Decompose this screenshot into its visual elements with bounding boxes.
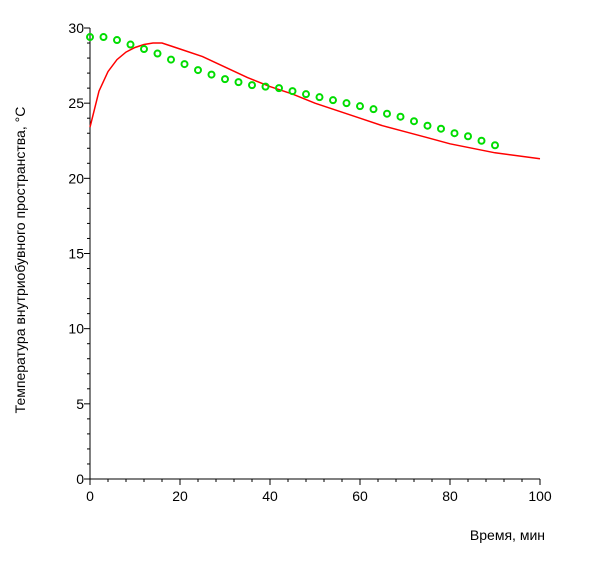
- y-tick-label: 25: [68, 95, 84, 111]
- y-tick-label: 10: [68, 321, 84, 337]
- x-tick-label: 80: [442, 488, 458, 504]
- series-layer: [86, 33, 541, 160]
- series-point-1: [261, 82, 270, 91]
- series-point-1: [491, 141, 499, 150]
- y-tick-label: 0: [76, 471, 84, 487]
- series-point-1: [356, 102, 364, 111]
- series-point-1: [329, 96, 337, 105]
- y-tick-label: 5: [76, 396, 84, 412]
- series-point-1: [194, 66, 202, 75]
- series-point-1: [342, 99, 351, 108]
- series-point-1: [140, 45, 148, 54]
- series-point-1: [288, 87, 297, 96]
- series-line-0: [89, 42, 541, 160]
- series-point-1: [396, 112, 405, 121]
- y-axis-title: Температура внутриобувного пространства,…: [12, 107, 28, 414]
- x-tick-label: 40: [262, 488, 278, 504]
- series-point-1: [153, 49, 162, 58]
- x-tick-label: 0: [86, 488, 94, 504]
- y-tick-label: 30: [68, 20, 84, 36]
- series-point-1: [113, 36, 121, 45]
- series-point-1: [315, 93, 324, 102]
- x-tick-label: 60: [352, 488, 368, 504]
- series-point-1: [234, 78, 243, 87]
- axes: 0 5 10 15 20 25 30 0 20 40 60 80 100: [68, 20, 551, 504]
- series-point-1: [167, 55, 175, 64]
- series-point-1: [437, 124, 445, 133]
- series-point-1: [126, 40, 135, 49]
- series-point-1: [86, 33, 94, 42]
- series-point-1: [383, 109, 391, 118]
- series-point-1: [464, 132, 472, 141]
- x-tick-label: 20: [172, 488, 188, 504]
- series-point-1: [248, 81, 256, 90]
- series-point-1: [477, 136, 486, 145]
- y-tick-label: 20: [68, 170, 84, 186]
- series-point-1: [410, 117, 418, 126]
- series-point-1: [275, 84, 283, 93]
- series-point-1: [423, 121, 432, 130]
- series-point-1: [450, 129, 459, 138]
- series-point-1: [207, 70, 216, 79]
- series-point-1: [99, 33, 108, 42]
- y-tick-label: 15: [68, 246, 84, 262]
- series-point-1: [180, 60, 189, 69]
- series-point-1: [302, 90, 310, 99]
- series-point-1: [369, 105, 378, 114]
- x-tick-label: 100: [528, 488, 552, 504]
- x-axis-title: Время, мин: [470, 527, 545, 543]
- series-point-1: [221, 75, 229, 84]
